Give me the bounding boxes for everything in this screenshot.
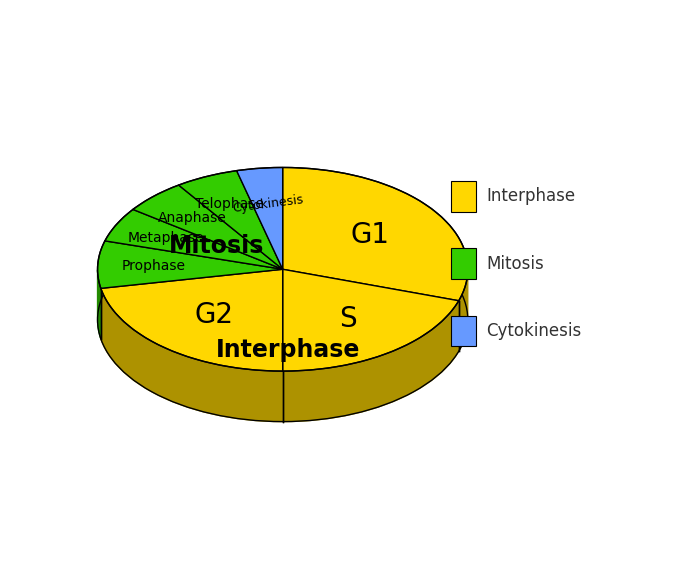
Polygon shape	[101, 288, 283, 422]
Polygon shape	[101, 269, 283, 371]
Text: S: S	[340, 305, 357, 333]
Polygon shape	[283, 168, 468, 301]
Polygon shape	[105, 209, 283, 269]
FancyBboxPatch shape	[451, 248, 476, 279]
Polygon shape	[178, 171, 283, 269]
Polygon shape	[458, 272, 468, 351]
Text: Anaphase: Anaphase	[158, 211, 227, 225]
Text: Cytokinesis: Cytokinesis	[231, 192, 304, 214]
Text: G1: G1	[350, 220, 389, 249]
Text: Telophase: Telophase	[195, 197, 264, 211]
Text: Cytokinesis: Cytokinesis	[486, 322, 582, 340]
Text: Interphase: Interphase	[486, 187, 575, 205]
Polygon shape	[283, 269, 458, 371]
Polygon shape	[97, 270, 101, 339]
Text: Mitosis: Mitosis	[169, 234, 265, 259]
Polygon shape	[133, 185, 283, 269]
Polygon shape	[237, 168, 283, 269]
FancyBboxPatch shape	[451, 181, 476, 211]
Text: Metaphase: Metaphase	[128, 231, 204, 245]
Text: G2: G2	[195, 301, 234, 329]
Polygon shape	[97, 241, 283, 288]
Text: Mitosis: Mitosis	[486, 255, 544, 273]
FancyBboxPatch shape	[451, 315, 476, 346]
Text: Prophase: Prophase	[121, 259, 186, 273]
Text: Interphase: Interphase	[216, 338, 360, 362]
Polygon shape	[283, 301, 458, 422]
